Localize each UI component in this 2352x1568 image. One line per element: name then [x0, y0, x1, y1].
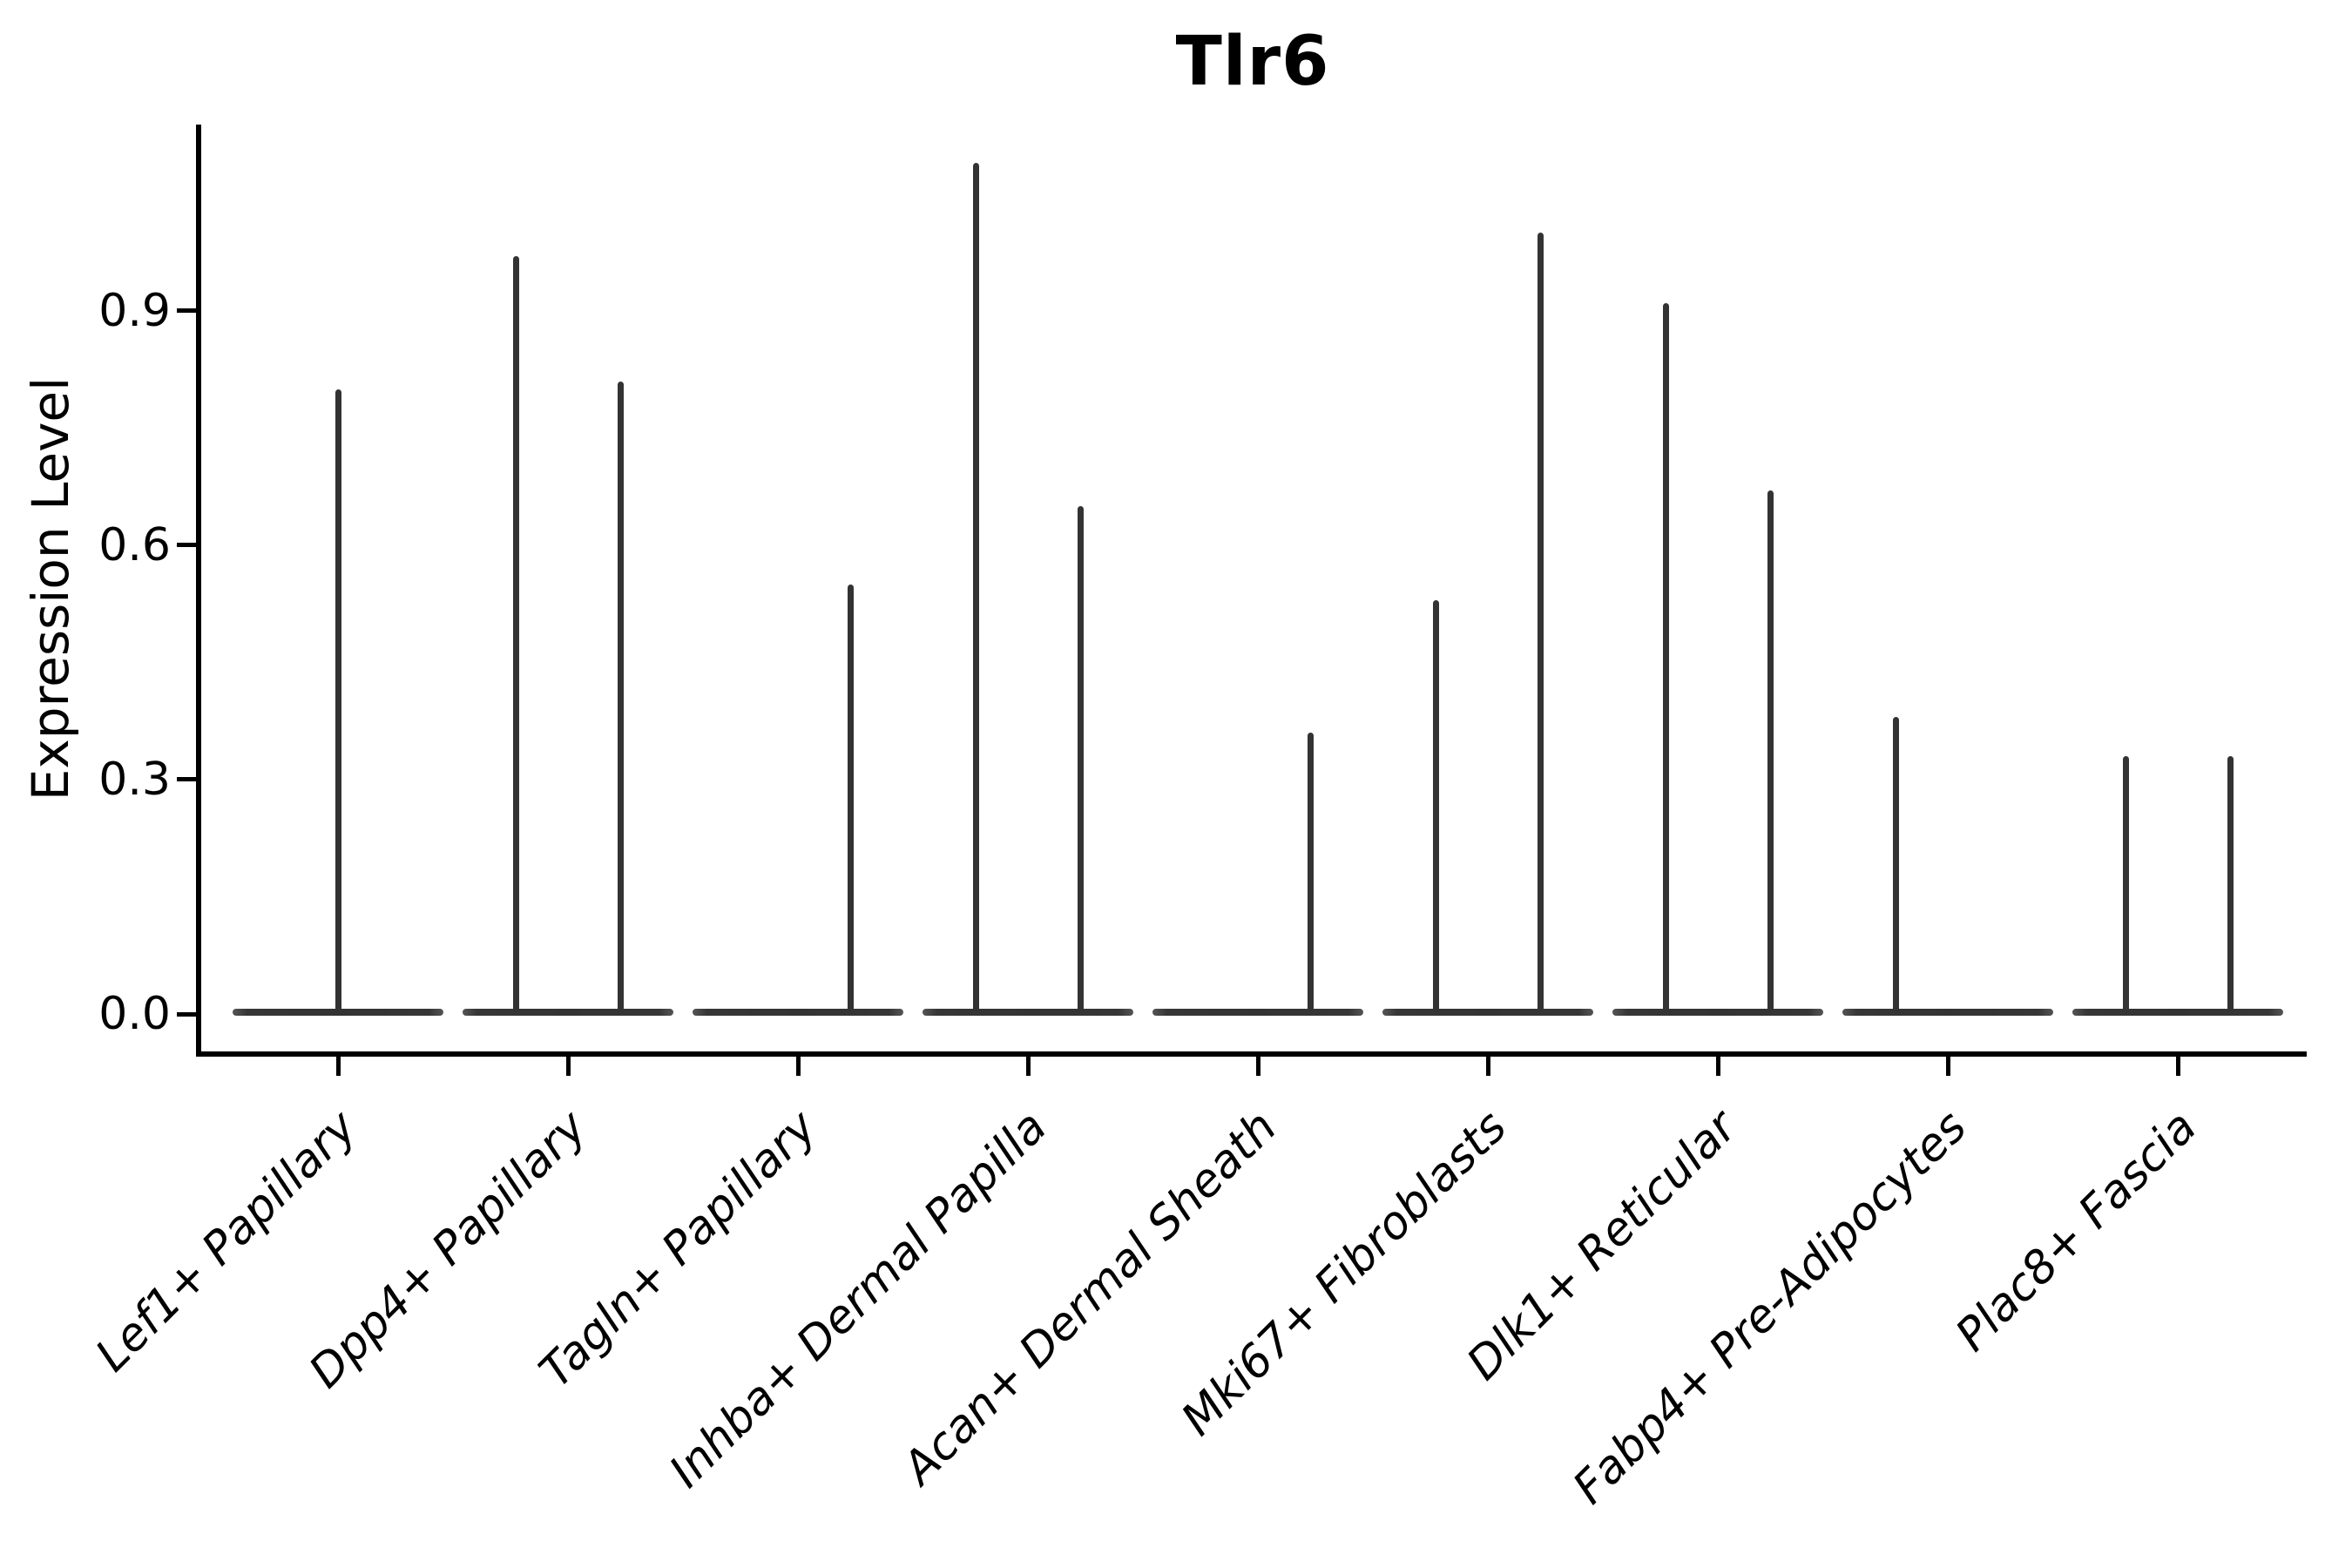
violin-spike	[2122, 756, 2129, 1012]
violin-base	[923, 1009, 1133, 1016]
y-tick	[177, 1011, 196, 1017]
violin-base	[1842, 1009, 2053, 1016]
x-tick	[2175, 1057, 2180, 1076]
violin-spike	[847, 584, 854, 1012]
x-tick	[1255, 1057, 1260, 1076]
violin-base	[233, 1009, 443, 1016]
x-tick	[565, 1057, 571, 1076]
violin-spike	[617, 381, 624, 1012]
x-tick	[1945, 1057, 1950, 1076]
violin-spike	[1077, 506, 1084, 1012]
y-tick-label: 0.6	[98, 518, 171, 571]
violin-base	[693, 1009, 903, 1016]
x-tick	[795, 1057, 801, 1076]
violin-spike	[512, 256, 519, 1012]
y-tick	[177, 308, 196, 314]
y-axis-label: Expression Level	[21, 376, 80, 801]
x-tick	[1485, 1057, 1490, 1076]
y-tick	[177, 543, 196, 548]
violin-spike	[1432, 599, 1439, 1012]
violin-spike	[2227, 756, 2234, 1012]
violin-spike	[1892, 717, 1899, 1012]
y-tick	[177, 777, 196, 782]
violin-base	[1612, 1009, 1823, 1016]
x-axis-spine	[196, 1051, 2307, 1057]
y-axis-spine	[196, 125, 201, 1057]
violin-spike	[1537, 233, 1544, 1012]
violin-base	[1382, 1009, 1593, 1016]
y-tick-label: 0.3	[98, 753, 171, 806]
violin-base	[1152, 1009, 1363, 1016]
violin-spike	[1662, 303, 1669, 1012]
x-tick	[1715, 1057, 1720, 1076]
violin-spike	[1767, 490, 1774, 1012]
violin-base	[463, 1009, 673, 1016]
violin-spike	[972, 162, 979, 1012]
y-tick-label: 0.9	[98, 284, 171, 337]
x-tick	[1025, 1057, 1031, 1076]
plot-title: Tlr6	[1175, 23, 1330, 101]
violin-spike	[335, 389, 341, 1012]
y-tick-label: 0.0	[98, 988, 171, 1040]
violin-base	[2072, 1009, 2283, 1016]
x-tick	[335, 1057, 341, 1076]
violin-spike	[1307, 733, 1314, 1012]
